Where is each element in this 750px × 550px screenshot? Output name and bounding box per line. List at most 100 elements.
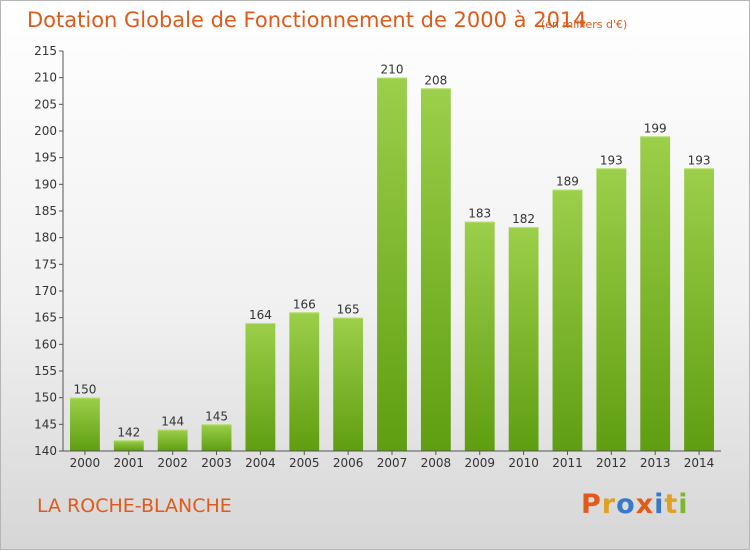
- y-tick: 180: [34, 231, 63, 245]
- x-tick: 2000: [70, 451, 101, 470]
- y-tick: 165: [34, 311, 63, 325]
- y-tick-label: 150: [34, 391, 57, 405]
- data-label-2004: 164: [249, 308, 272, 322]
- x-tick: 2012: [596, 451, 627, 470]
- proxiti-logo[interactable]: Proxiti: [581, 489, 689, 520]
- y-tick-label: 210: [34, 71, 57, 85]
- y-tick-label: 200: [34, 124, 57, 138]
- x-tick-label-2010: 2010: [508, 456, 539, 470]
- bar-chart: 1401451501551601651701751801851901952002…: [34, 44, 721, 470]
- x-tick: 2009: [464, 451, 495, 470]
- data-label-2011: 189: [556, 175, 579, 189]
- data-label-2007: 210: [381, 63, 404, 77]
- x-tick-label-2007: 2007: [377, 456, 408, 470]
- bar-2007: [377, 77, 407, 452]
- data-label-2012: 193: [600, 153, 623, 167]
- x-tick: 2014: [684, 451, 715, 470]
- logo-letter: i: [678, 489, 689, 520]
- x-tick-label-2001: 2001: [114, 456, 145, 470]
- data-label-2014: 193: [688, 153, 711, 167]
- data-label-2010: 182: [512, 212, 535, 226]
- data-label-2009: 183: [468, 207, 491, 221]
- data-label-2003: 145: [205, 409, 228, 423]
- y-tick-label: 170: [34, 284, 57, 298]
- y-tick-label: 140: [34, 444, 57, 458]
- y-tick-label: 190: [34, 177, 57, 191]
- y-tick: 215: [34, 44, 63, 58]
- logo-letter: o: [616, 489, 636, 520]
- x-tick: 2010: [508, 451, 539, 470]
- bar-2002: [157, 429, 188, 451]
- x-tick: 2002: [157, 451, 188, 470]
- bar-2009: [464, 221, 495, 451]
- bars: 150 142 144 145 164 166 165 210 208 183 182 189 193 1…: [70, 63, 714, 452]
- y-tick-label: 145: [34, 417, 57, 431]
- logo-letter: t: [664, 489, 679, 520]
- y-tick: 155: [34, 364, 63, 378]
- y-tick: 145: [34, 417, 63, 431]
- x-tick: 2001: [114, 451, 145, 470]
- bar-2011: [552, 189, 583, 451]
- x-tick-label-2009: 2009: [464, 456, 495, 470]
- y-tick-label: 165: [34, 311, 57, 325]
- x-tick: 2006: [333, 451, 364, 470]
- data-label-2001: 142: [117, 425, 140, 439]
- x-tick-label-2006: 2006: [333, 456, 364, 470]
- y-tick-label: 215: [34, 44, 57, 58]
- bar-2014: [684, 168, 714, 452]
- x-tick: 2008: [421, 451, 452, 470]
- y-tick: 195: [34, 151, 63, 165]
- x-tick-label-2012: 2012: [596, 456, 627, 470]
- x-tick-label-2003: 2003: [201, 456, 232, 470]
- data-label-2005: 166: [293, 297, 316, 311]
- bar-2012: [596, 168, 627, 452]
- y-tick-label: 180: [34, 231, 57, 245]
- data-label-2000: 150: [73, 383, 96, 397]
- x-tick-label-2011: 2011: [552, 456, 583, 470]
- y-tick-label: 195: [34, 151, 57, 165]
- bar-2003: [201, 424, 232, 451]
- x-tick: 2013: [640, 451, 671, 470]
- bar-2010: [508, 227, 539, 451]
- logo-letter: r: [601, 489, 617, 520]
- y-tick: 175: [34, 257, 63, 271]
- y-tick: 210: [34, 71, 63, 85]
- chart-subtitle: (en milliers d'€): [541, 18, 628, 31]
- y-tick-label: 160: [34, 337, 57, 351]
- x-tick-label-2014: 2014: [684, 456, 715, 470]
- bar-2004: [245, 323, 276, 451]
- place-name: LA ROCHE-BLANCHE: [37, 495, 232, 517]
- y-tick: 200: [34, 124, 63, 138]
- data-label-2002: 144: [161, 415, 184, 429]
- x-tick-label-2013: 2013: [640, 456, 671, 470]
- x-tick: 2007: [377, 451, 408, 470]
- y-axis: 140 145 150 155 160 165 170 175 180 185 190 195 200 2…: [34, 44, 64, 458]
- bar-2013: [640, 136, 671, 452]
- y-tick-label: 185: [34, 204, 57, 218]
- y-tick-label: 175: [34, 257, 57, 271]
- data-label-2013: 199: [644, 121, 667, 135]
- x-tick: 2005: [289, 451, 320, 470]
- data-label-2006: 165: [337, 303, 360, 317]
- bar-2005: [289, 312, 320, 451]
- x-tick: 2004: [245, 451, 276, 470]
- bar-2006: [333, 317, 364, 451]
- y-tick: 150: [34, 391, 63, 405]
- y-tick-label: 205: [34, 97, 57, 111]
- x-tick-label-2004: 2004: [245, 456, 276, 470]
- x-axis: 2000 2001 2002 2003 2004 2005 2006 2007 2008 2009…: [63, 450, 721, 470]
- y-tick-label: 155: [34, 364, 57, 378]
- y-tick: 160: [34, 337, 63, 351]
- y-tick: 190: [34, 177, 63, 191]
- y-tick: 140: [34, 444, 63, 458]
- x-tick-label-2008: 2008: [421, 456, 452, 470]
- bar-2001: [113, 440, 144, 451]
- x-tick: 2011: [552, 451, 583, 470]
- y-tick: 205: [34, 97, 63, 111]
- chart-title: Dotation Globale de Fonctionnement de 20…: [27, 8, 587, 32]
- bar-2000: [70, 397, 100, 451]
- data-label-2008: 208: [424, 73, 447, 87]
- x-tick-label-2002: 2002: [157, 456, 188, 470]
- x-tick-label-2000: 2000: [70, 456, 101, 470]
